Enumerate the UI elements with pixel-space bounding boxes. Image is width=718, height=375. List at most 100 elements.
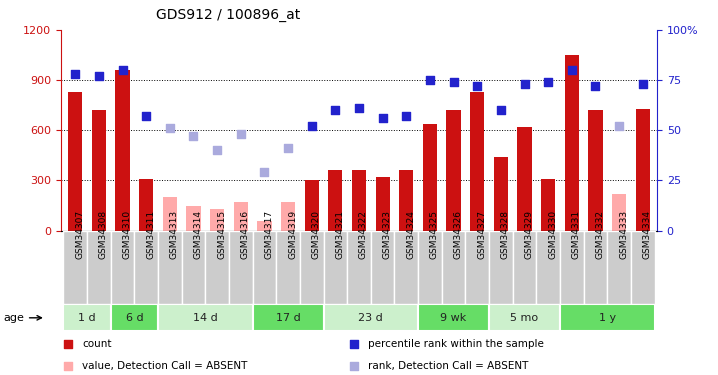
Bar <box>588 110 602 231</box>
Text: GSM34322: GSM34322 <box>359 210 368 259</box>
Text: value, Detection Call = ABSENT: value, Detection Call = ABSENT <box>82 360 247 370</box>
Bar <box>612 194 626 231</box>
FancyBboxPatch shape <box>394 231 418 304</box>
Text: GDS912 / 100896_at: GDS912 / 100896_at <box>156 9 300 22</box>
Bar <box>541 179 555 231</box>
Text: GSM34319: GSM34319 <box>288 210 297 259</box>
Point <box>187 134 199 140</box>
Point <box>211 147 223 153</box>
Text: GSM34320: GSM34320 <box>312 210 321 259</box>
Bar <box>281 202 295 231</box>
FancyBboxPatch shape <box>324 304 418 332</box>
Point <box>353 105 365 111</box>
FancyBboxPatch shape <box>111 231 134 304</box>
Point <box>117 67 129 73</box>
Point <box>348 363 360 369</box>
Text: GSM34330: GSM34330 <box>548 210 557 259</box>
Point <box>70 71 81 77</box>
FancyBboxPatch shape <box>182 231 205 304</box>
Point <box>401 113 412 119</box>
Point <box>348 341 360 347</box>
Text: GSM34331: GSM34331 <box>572 210 581 259</box>
FancyBboxPatch shape <box>63 231 87 304</box>
Text: count: count <box>82 339 111 349</box>
Text: GSM34324: GSM34324 <box>406 210 415 259</box>
Text: GSM34333: GSM34333 <box>619 210 628 259</box>
Text: GSM34314: GSM34314 <box>193 210 202 259</box>
Text: GSM34327: GSM34327 <box>477 210 486 259</box>
Text: GSM34316: GSM34316 <box>241 210 250 259</box>
Bar <box>257 220 271 231</box>
FancyBboxPatch shape <box>253 304 324 332</box>
Point <box>637 81 648 87</box>
Bar <box>470 92 485 231</box>
FancyBboxPatch shape <box>560 231 584 304</box>
Point <box>424 77 436 83</box>
Text: GSM34307: GSM34307 <box>75 210 84 259</box>
Point <box>282 146 294 152</box>
Point <box>377 115 388 121</box>
Bar <box>352 170 366 231</box>
Point <box>613 123 625 129</box>
FancyBboxPatch shape <box>111 304 158 332</box>
Bar <box>68 92 83 231</box>
FancyBboxPatch shape <box>418 231 442 304</box>
Bar <box>328 170 342 231</box>
Bar <box>163 197 177 231</box>
FancyBboxPatch shape <box>418 304 489 332</box>
FancyBboxPatch shape <box>560 304 655 332</box>
FancyBboxPatch shape <box>158 304 253 332</box>
Bar <box>116 70 130 231</box>
Bar <box>565 55 579 231</box>
Text: GSM34332: GSM34332 <box>595 210 605 259</box>
Text: rank, Detection Call = ABSENT: rank, Detection Call = ABSENT <box>368 360 528 370</box>
FancyBboxPatch shape <box>442 231 465 304</box>
Point <box>258 170 270 176</box>
Text: 5 mo: 5 mo <box>510 313 538 323</box>
Text: 1 d: 1 d <box>78 313 96 323</box>
Text: GSM34334: GSM34334 <box>643 210 652 259</box>
FancyBboxPatch shape <box>276 231 300 304</box>
Text: GSM34317: GSM34317 <box>264 210 274 259</box>
Bar <box>187 206 200 231</box>
Bar <box>447 110 461 231</box>
FancyBboxPatch shape <box>489 231 513 304</box>
Point <box>306 123 317 129</box>
Bar <box>635 109 650 231</box>
Text: GSM34313: GSM34313 <box>170 210 179 259</box>
Point <box>93 73 105 79</box>
FancyBboxPatch shape <box>489 304 560 332</box>
Text: 17 d: 17 d <box>276 313 300 323</box>
Text: 9 wk: 9 wk <box>440 313 467 323</box>
Point <box>472 83 483 89</box>
Bar <box>92 110 106 231</box>
Point <box>235 131 246 137</box>
Point <box>566 67 577 73</box>
Text: GSM34323: GSM34323 <box>383 210 391 259</box>
Text: GSM34308: GSM34308 <box>99 210 108 259</box>
FancyBboxPatch shape <box>158 231 182 304</box>
FancyBboxPatch shape <box>63 304 111 332</box>
Bar <box>304 180 319 231</box>
Text: 1 y: 1 y <box>599 313 616 323</box>
Point <box>448 79 460 85</box>
Bar <box>210 209 224 231</box>
Text: GSM34311: GSM34311 <box>146 210 155 259</box>
Text: GSM34321: GSM34321 <box>335 210 345 259</box>
FancyBboxPatch shape <box>631 231 655 304</box>
Bar <box>423 124 437 231</box>
Text: GSM34315: GSM34315 <box>217 210 226 259</box>
Text: percentile rank within the sample: percentile rank within the sample <box>368 339 544 349</box>
Text: 23 d: 23 d <box>358 313 383 323</box>
Text: age: age <box>3 313 42 323</box>
Bar <box>139 179 153 231</box>
Bar <box>399 170 414 231</box>
Point <box>62 363 74 369</box>
FancyBboxPatch shape <box>134 231 158 304</box>
Point <box>542 79 554 85</box>
FancyBboxPatch shape <box>205 231 229 304</box>
Text: GSM34325: GSM34325 <box>430 210 439 259</box>
FancyBboxPatch shape <box>536 231 560 304</box>
Point <box>141 113 152 119</box>
FancyBboxPatch shape <box>87 231 111 304</box>
